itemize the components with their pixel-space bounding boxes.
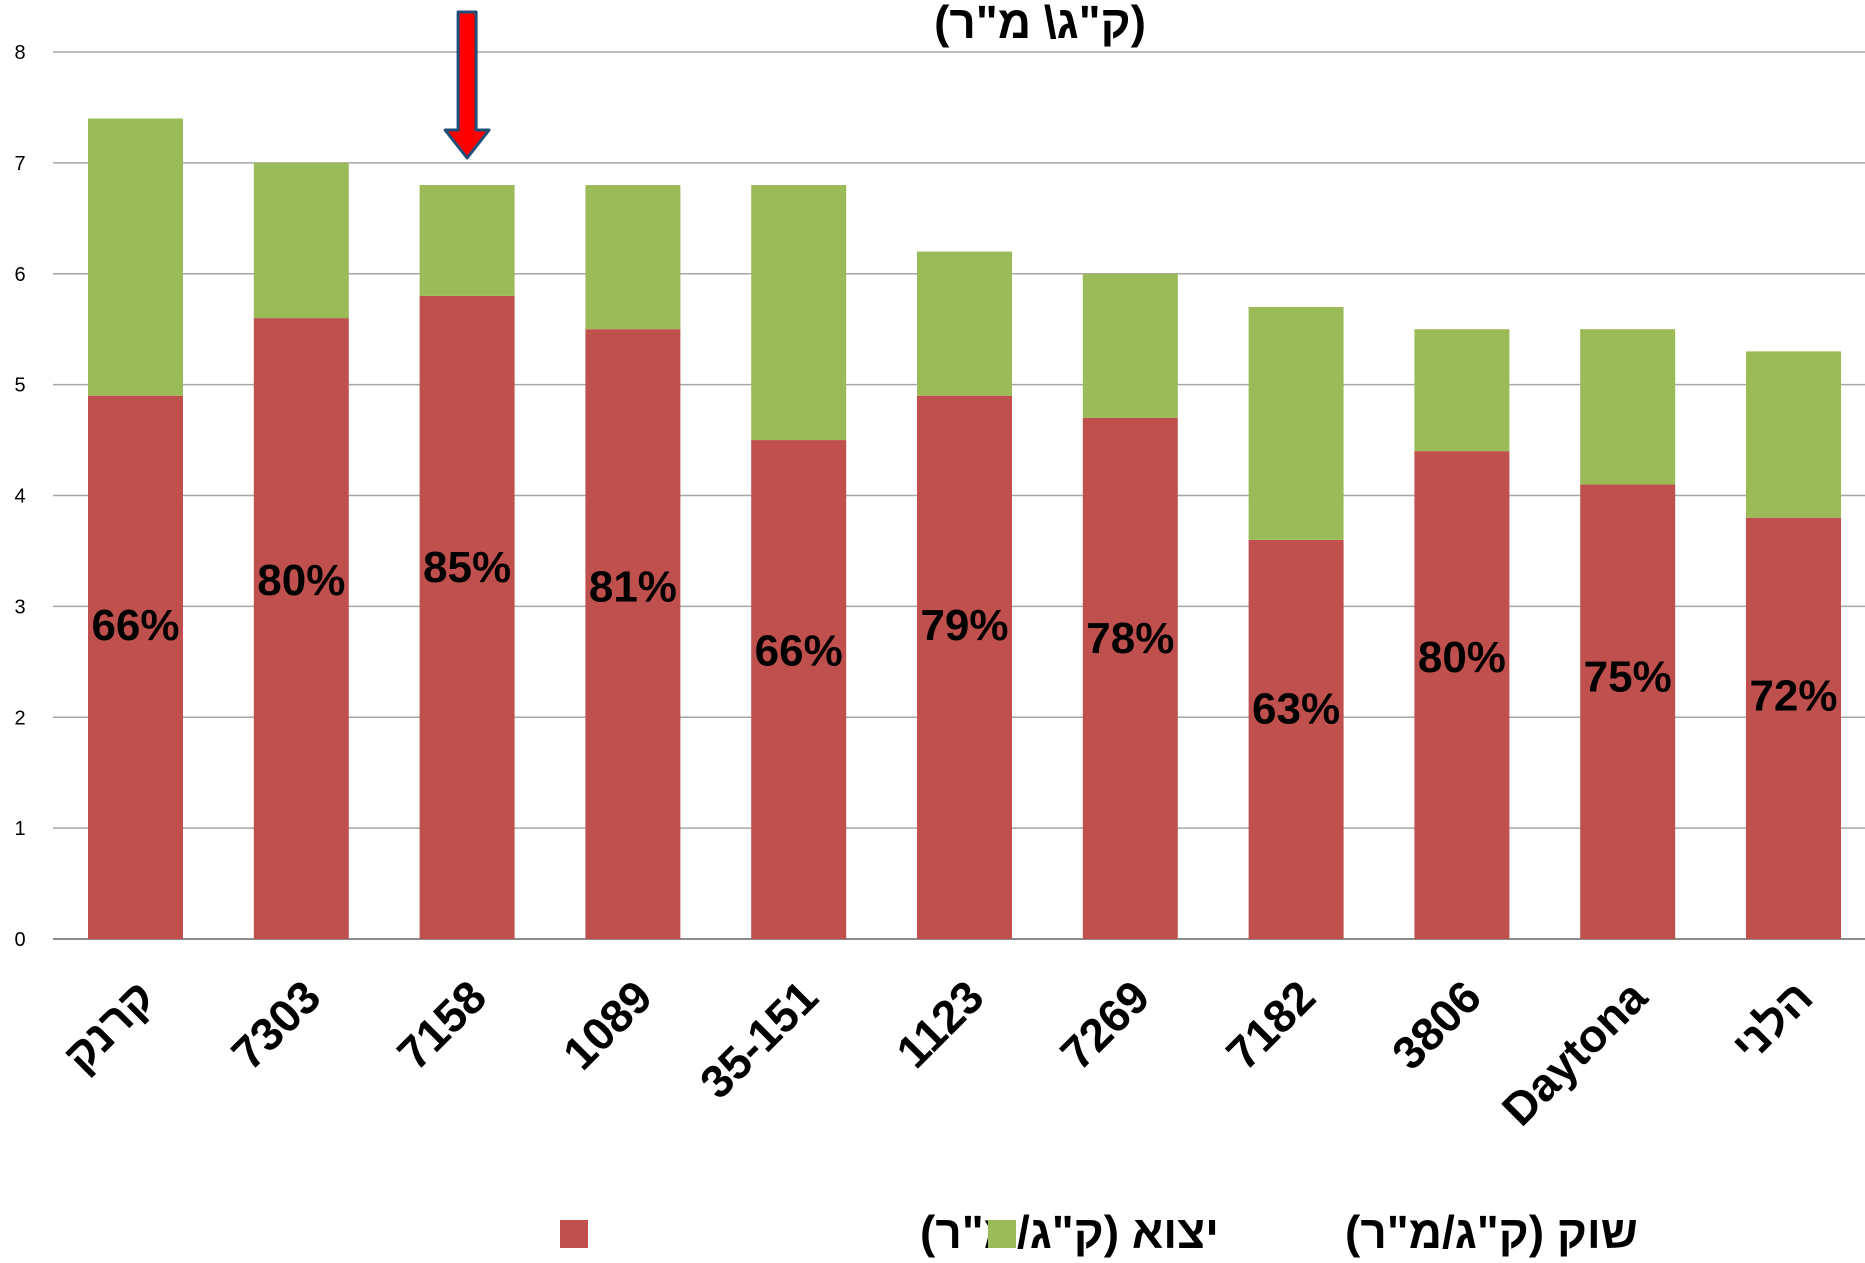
bar-export	[1414, 451, 1510, 939]
legend-swatch-market	[988, 1220, 1016, 1248]
bar-export	[1580, 484, 1676, 939]
legend-label-export: יצוא (ק"ג/מ"ר)	[920, 1206, 1219, 1258]
y-tick-label: 2	[14, 707, 25, 729]
data-label: 85%	[423, 543, 511, 592]
bar-market	[419, 185, 515, 296]
bar-market	[1082, 273, 1178, 418]
bar-export	[253, 318, 349, 940]
x-category-label: 7158	[387, 970, 496, 1079]
x-category-label: 35-151	[690, 970, 828, 1108]
y-tick-label: 6	[14, 264, 25, 286]
legend-label-market: שוק (ק"ג/מ"ר)	[1345, 1206, 1638, 1258]
y-tick-label: 3	[14, 596, 25, 618]
x-category-label: Daytona	[1492, 970, 1657, 1135]
x-category-label: 7269	[1050, 970, 1159, 1079]
y-axis-ticks: 0 1 2 3 4 5 6 7 8	[14, 42, 25, 951]
y-tick-label: 4	[14, 486, 25, 508]
bar-export	[1248, 539, 1344, 939]
bar-market	[88, 118, 183, 396]
legend-swatch-export	[560, 1220, 588, 1248]
x-category-label: 7182	[1216, 970, 1325, 1079]
y-tick-label: 8	[14, 42, 25, 64]
data-label: 66%	[91, 601, 179, 650]
bar-market	[917, 251, 1012, 396]
data-labels: 66% 80% 85% 81% 66% 79% 78% 63% 80% 75% 72%	[91, 543, 1837, 733]
y-tick-label: 0	[14, 929, 25, 951]
bar-market	[1414, 329, 1510, 452]
x-category-label: קרנק	[53, 970, 164, 1081]
bar-export	[88, 395, 183, 939]
bar-market	[585, 185, 681, 330]
data-label: 78%	[1086, 614, 1174, 663]
bar-export	[1082, 417, 1178, 939]
data-label: 63%	[1252, 684, 1340, 733]
y-tick-label: 5	[14, 375, 25, 397]
bar-market	[253, 162, 349, 319]
bar-market	[1248, 307, 1344, 540]
bar-market	[1746, 351, 1841, 518]
legend: יצוא (ק"ג/מ"ר) שוק (ק"ג/מ"ר)	[560, 1206, 1638, 1258]
bar-export	[917, 395, 1012, 939]
chart-title: (ק"ג\ מ"ר)	[934, 0, 1146, 48]
arrow-shape	[443, 10, 491, 160]
bar-market	[1580, 329, 1676, 485]
bar-export	[751, 440, 847, 939]
x-category-label: 7303	[221, 970, 330, 1079]
data-label: 80%	[257, 556, 345, 605]
x-category-label: הלני	[1721, 970, 1822, 1071]
x-axis-labels: קרנק 7303 7158 1089 35-151 1123 7269 7182 3806 Da…	[53, 970, 1822, 1135]
y-tick-label: 7	[14, 153, 25, 175]
arrow-annotation	[443, 10, 491, 160]
data-label: 80%	[1418, 633, 1506, 682]
data-label: 79%	[920, 601, 1008, 650]
x-category-label: 3806	[1382, 970, 1491, 1079]
bar-export	[1746, 517, 1841, 939]
bars	[88, 118, 1841, 940]
data-label: 72%	[1749, 672, 1837, 721]
bar-export	[585, 329, 681, 939]
bar-export	[419, 295, 515, 939]
x-category-label: 1089	[553, 970, 662, 1079]
data-label: 81%	[589, 562, 677, 611]
bar-market	[751, 185, 847, 441]
y-tick-label: 1	[14, 818, 25, 840]
x-category-label: 1123	[886, 970, 993, 1077]
data-label: 66%	[755, 627, 843, 676]
data-label: 75%	[1584, 652, 1672, 701]
